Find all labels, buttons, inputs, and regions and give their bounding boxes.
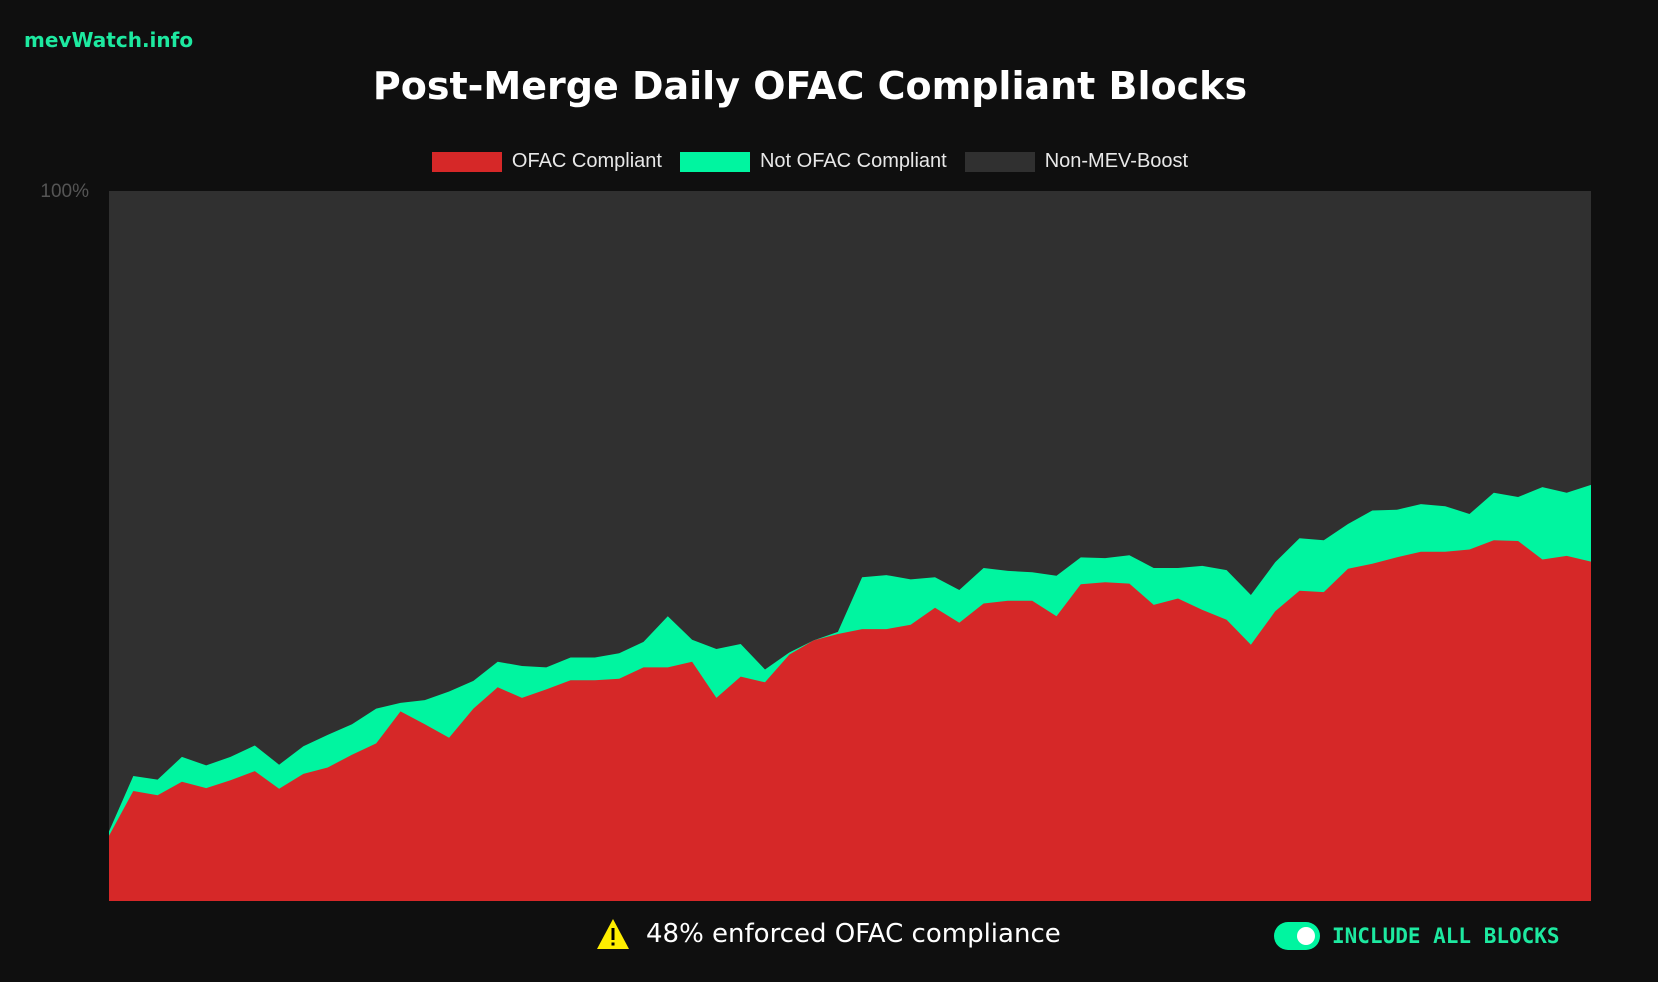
warning-icon [597,919,629,949]
legend-item-non-mev[interactable]: Non-MEV-Boost [964,150,1189,173]
y-tick-label: 100% [40,181,89,202]
legend: OFAC Compliant Not OFAC Compliant Non-ME… [0,150,1620,173]
toggle-label: INCLUDE ALL BLOCKS [1332,924,1560,948]
legend-swatch [431,151,502,172]
legend-label: Not OFAC Compliant [759,150,947,172]
compliance-text: 48% enforced OFAC compliance [646,919,1061,949]
legend-item-not-ofac[interactable]: Not OFAC Compliant [679,150,947,173]
compliance-summary: 48% enforced OFAC compliance [596,918,1061,950]
legend-swatch [964,151,1035,172]
legend-swatch [679,151,750,172]
include-all-blocks-toggle[interactable]: INCLUDE ALL BLOCKS [1274,922,1560,950]
toggle-switch[interactable] [1274,922,1320,950]
legend-label: Non-MEV-Boost [1044,150,1189,172]
legend-item-ofac[interactable]: OFAC Compliant [431,150,662,173]
toggle-knob [1297,927,1315,945]
chart-title: Post-Merge Daily OFAC Compliant Blocks [372,64,1248,108]
legend-label: OFAC Compliant [511,150,662,172]
brand-logo-link[interactable]: mevWatch.info [24,28,194,52]
area-ofac-compliant [109,540,1591,901]
